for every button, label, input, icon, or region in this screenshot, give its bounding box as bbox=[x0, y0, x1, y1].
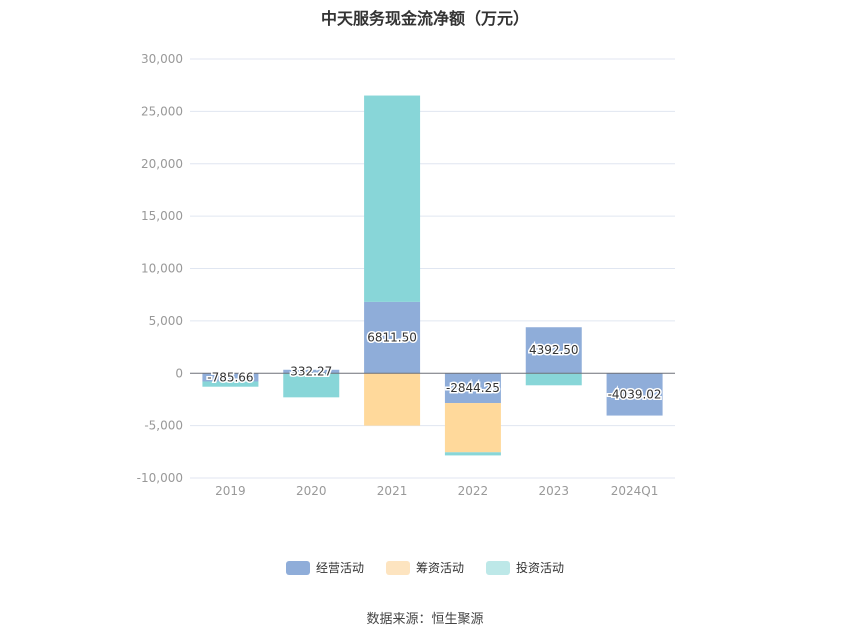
chart-title: 中天服务现金流净额（万元） bbox=[320, 9, 529, 28]
x-tick-label: 2019 bbox=[215, 484, 246, 498]
bar-investing-2021[interactable] bbox=[364, 95, 421, 302]
bar-investing-2022[interactable] bbox=[444, 452, 501, 456]
x-tick-label: 2024Q1 bbox=[611, 484, 659, 498]
y-tick-label: 10,000 bbox=[141, 262, 183, 276]
legend-item-investing[interactable]: 投资活动 bbox=[486, 559, 564, 576]
legend: 经营活动 筹资活动 投资活动 bbox=[0, 559, 850, 576]
legend-label-investing: 投资活动 bbox=[516, 561, 565, 575]
bar-financing-2022[interactable] bbox=[444, 403, 501, 453]
bar-investing-2023[interactable] bbox=[525, 373, 582, 386]
y-tick-label: 30,000 bbox=[141, 52, 183, 66]
data-source: 数据来源：恒生聚源 bbox=[366, 612, 484, 627]
legend-item-financing[interactable]: 筹资活动 bbox=[385, 559, 464, 576]
data-label-operating: 6811.50 bbox=[367, 331, 417, 345]
y-tick-label: -5,000 bbox=[144, 419, 183, 433]
x-axis-ticks: 2019 2020 2021 2022 2023 2024Q1 bbox=[215, 484, 658, 498]
legend-label-financing: 筹资活动 bbox=[415, 561, 464, 575]
data-label-operating: -4039.02 bbox=[608, 387, 662, 401]
y-tick-label: 5,000 bbox=[149, 314, 183, 328]
legend-swatch-financing bbox=[385, 560, 410, 575]
legend-item-operating[interactable]: 经营活动 bbox=[285, 559, 364, 576]
y-tick-label: 15,000 bbox=[141, 209, 183, 223]
y-tick-label: 20,000 bbox=[141, 157, 183, 171]
legend-swatch-investing bbox=[486, 560, 510, 575]
x-tick-label: 2023 bbox=[538, 484, 569, 498]
legend-swatch-operating bbox=[285, 560, 310, 575]
bar-operating-2022[interactable] bbox=[444, 373, 501, 404]
bar-operating-2019[interactable] bbox=[202, 373, 259, 382]
bar-operating-2024Q1[interactable] bbox=[606, 373, 663, 416]
bars bbox=[202, 95, 663, 456]
x-tick-label: 2020 bbox=[296, 484, 327, 498]
legend-label-operating: 经营活动 bbox=[315, 561, 364, 575]
data-label-operating: 4392.50 bbox=[529, 343, 579, 357]
grid-lines bbox=[190, 58, 675, 479]
bar-operating-2021[interactable] bbox=[364, 301, 421, 374]
data-labels: -785.66 332.27 6811.50 -2844.25 4392.50 -4039… bbox=[206, 329, 663, 403]
data-label-operating: -785.66 bbox=[207, 370, 253, 384]
bar-investing-2020[interactable] bbox=[283, 373, 340, 398]
x-tick-label: 2021 bbox=[377, 484, 408, 498]
bar-operating-2020[interactable] bbox=[283, 369, 340, 374]
y-tick-label: 0 bbox=[175, 366, 183, 380]
y-axis-ticks: 30,000 25,000 20,000 15,000 10,000 5,000 0 -5,0… bbox=[137, 52, 183, 485]
y-tick-label: 25,000 bbox=[141, 104, 183, 118]
data-label-operating: 332.27 bbox=[290, 365, 332, 379]
x-tick-label: 2022 bbox=[458, 484, 489, 498]
data-label-operating: -2844.25 bbox=[446, 381, 500, 395]
bar-investing-2019[interactable] bbox=[202, 381, 259, 387]
y-tick-label: -10,000 bbox=[137, 471, 183, 485]
bar-financing-2021[interactable] bbox=[364, 373, 421, 426]
bar-operating-2023[interactable] bbox=[525, 327, 582, 374]
